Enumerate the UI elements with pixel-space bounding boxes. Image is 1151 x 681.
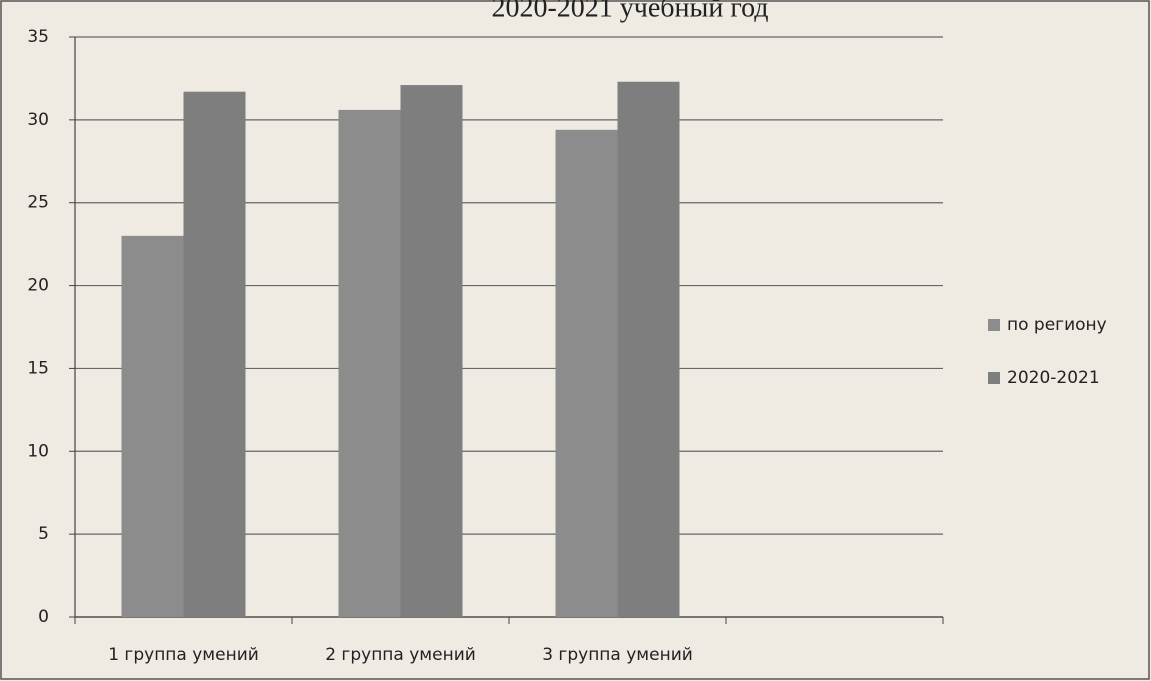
bar xyxy=(617,81,680,617)
chart-title: 2020-2021 учебный год xyxy=(491,0,768,23)
bar xyxy=(338,109,401,618)
y-tick-label: 5 xyxy=(38,524,49,544)
y-tick-label: 35 xyxy=(27,27,49,47)
y-tick-label: 0 xyxy=(38,607,49,627)
y-tick-label: 30 xyxy=(27,110,49,130)
legend-label: по региону xyxy=(1007,315,1107,335)
legend-swatch xyxy=(988,319,1000,331)
bar xyxy=(400,85,463,618)
bar xyxy=(183,91,246,617)
x-tick-label: 2 группа умений xyxy=(325,645,476,665)
legend-swatch xyxy=(988,372,1000,384)
y-tick-label: 20 xyxy=(27,276,49,296)
legend-label: 2020-2021 xyxy=(1007,368,1100,388)
y-tick-label: 10 xyxy=(27,441,49,461)
x-tick-label: 3 группа умений xyxy=(542,645,693,665)
y-tick-label: 25 xyxy=(27,193,49,213)
bar xyxy=(555,129,618,618)
x-tick-label: 1 группа умений xyxy=(108,645,259,665)
y-tick-label: 15 xyxy=(27,358,49,378)
bar xyxy=(121,235,184,617)
